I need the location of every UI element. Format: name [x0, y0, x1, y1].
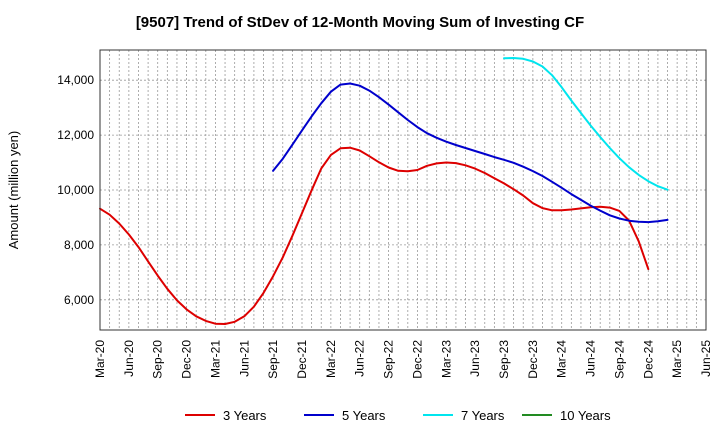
x-tick-label: Dec-21 [295, 340, 309, 379]
series-line-3-years [99, 146, 650, 325]
legend-label: 3 Years [223, 408, 267, 423]
x-tick-label: Mar-23 [439, 340, 453, 378]
x-tick-label: Jun-25 [699, 340, 713, 377]
x-tick-label: Sep-23 [497, 340, 511, 379]
y-tick-label: 12,000 [57, 128, 94, 142]
x-tick-label: Jun-21 [237, 340, 251, 377]
series-line-5-years [272, 82, 669, 224]
x-tick-label: Sep-24 [612, 340, 626, 379]
x-tick-label: Mar-22 [324, 340, 338, 378]
legend-label: 7 Years [461, 408, 505, 423]
x-tick-label: Dec-23 [526, 340, 540, 379]
x-tick-label: Dec-24 [641, 340, 655, 379]
series-line-7-years [503, 57, 669, 191]
chart-title: [9507] Trend of StDev of 12-Month Moving… [135, 14, 585, 31]
x-tick-label: Sep-20 [151, 340, 165, 379]
x-tick-label: Mar-25 [670, 340, 684, 378]
x-tick-label: Jun-24 [584, 340, 598, 377]
x-tick-label: Jun-23 [468, 340, 482, 377]
x-tick-label: Jun-20 [122, 340, 136, 377]
x-tick-label: Mar-24 [555, 340, 569, 378]
y-tick-label: 6,000 [64, 293, 94, 307]
x-tick-label: Dec-20 [180, 340, 194, 379]
legend-label: 5 Years [342, 408, 386, 423]
plot-area [100, 50, 706, 330]
x-tick-label: Mar-20 [93, 340, 107, 378]
y-tick-label: 10,000 [57, 183, 94, 197]
legend: 3 Years 5 Years 7 Years 10 Years [185, 408, 611, 423]
x-tick-labels: Mar-20 Jun-20 Sep-20 Dec-20 Mar-21 Jun-21 Sep-… [93, 340, 713, 379]
x-tick-label: Sep-21 [266, 340, 280, 379]
x-tick-label: Dec-22 [410, 340, 424, 379]
plot-frame [99, 49, 707, 331]
x-tick-label: Jun-22 [353, 340, 367, 377]
legend-label: 10 Years [560, 408, 611, 423]
x-tick-label: Sep-22 [382, 340, 396, 379]
y-axis-title: Amount (million yen) [6, 131, 21, 250]
x-tick-label: Mar-21 [208, 340, 222, 378]
y-tick-label: 14,000 [57, 73, 94, 87]
grid-layer [100, 50, 706, 330]
y-tick-label: 8,000 [64, 238, 94, 252]
y-tick-labels: 6,000 8,000 10,000 12,000 14,000 [57, 73, 94, 307]
series-layer [99, 57, 669, 325]
